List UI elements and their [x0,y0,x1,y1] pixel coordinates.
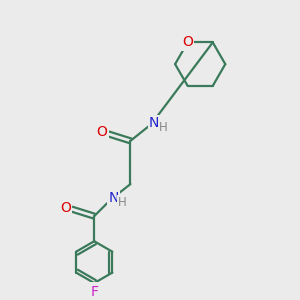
Text: F: F [90,285,98,299]
Text: H: H [118,196,127,209]
Text: N: N [149,116,159,130]
Text: O: O [60,201,71,215]
Text: O: O [97,125,107,140]
Text: H: H [159,121,167,134]
Text: O: O [182,35,193,50]
Text: N: N [109,191,119,205]
